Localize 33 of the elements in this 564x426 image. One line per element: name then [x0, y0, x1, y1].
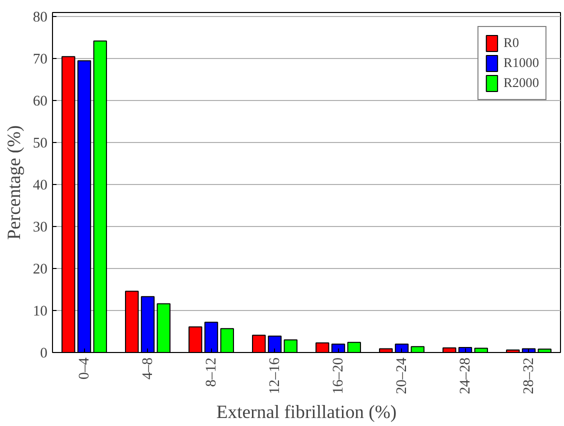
- y-tick-label: 0: [40, 346, 48, 362]
- y-tick-label: 30: [32, 220, 48, 236]
- bar: [284, 339, 298, 352]
- x-tick-label: 28–32: [520, 358, 537, 394]
- bar: [188, 326, 202, 352]
- x-tick-label: 20–24: [394, 356, 410, 394]
- bar: [252, 334, 266, 352]
- x-tick-label: 12–16: [266, 358, 283, 394]
- y-tick-label: 10: [32, 304, 48, 320]
- bar: [125, 290, 139, 352]
- y-tick-label: 60: [32, 94, 48, 110]
- bar: [410, 346, 424, 352]
- y-tick-label: 40: [32, 178, 48, 194]
- bar: [62, 56, 76, 352]
- x-tick-label: 8–12: [203, 358, 220, 387]
- y-axis-title: Percentage (%): [4, 125, 25, 240]
- bar: [156, 303, 170, 352]
- bar: [220, 328, 234, 352]
- bar: [93, 40, 107, 352]
- x-tick-label: 0–4: [76, 356, 92, 380]
- bar: [316, 342, 330, 352]
- y-tick-label: 50: [32, 136, 48, 152]
- x-tick-label: 16–20: [330, 358, 346, 394]
- legend-label: R1000: [503, 55, 539, 71]
- y-tick-label: 20: [32, 262, 48, 278]
- legend-label: R0: [503, 35, 520, 51]
- x-tick-label: 4–8: [140, 358, 156, 380]
- legend-label: R2000: [503, 75, 539, 91]
- y-tick-label: 70: [32, 52, 48, 68]
- x-axis-title: External fibrillation (%): [216, 402, 397, 424]
- x-tick-label: 24–28: [457, 358, 474, 394]
- y-tick-label: 80: [32, 10, 48, 26]
- bar: [347, 342, 361, 352]
